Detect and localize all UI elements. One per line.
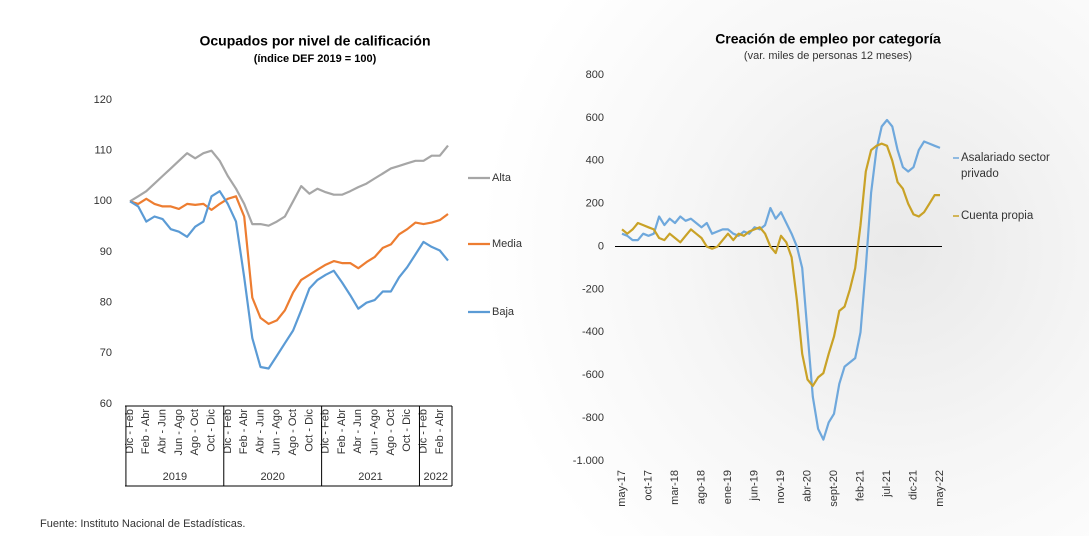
x-tick-label: Abr - Jun <box>254 409 266 454</box>
y-tick-label: 200 <box>586 198 604 210</box>
y-tick-label: -200 <box>582 283 604 295</box>
x-tick-label: Oct - Dic <box>205 409 217 452</box>
group-label: 2022 <box>423 471 447 483</box>
x-tick-label: Jun - Ago <box>271 409 283 455</box>
y-tick-label: 400 <box>586 155 604 167</box>
y-tick-label: 600 <box>586 112 604 124</box>
x-tick-label: Abr - Jun <box>352 409 364 454</box>
x-tick-label: Oct - Dic <box>401 409 413 452</box>
y-tick-label: -1.000 <box>573 455 604 467</box>
x-tick-label: oct-17 <box>642 470 654 501</box>
y-tick-label: 800 <box>586 69 604 81</box>
y-tick-label: -800 <box>582 412 604 424</box>
x-tick-label: Dic - Feb <box>222 409 234 454</box>
x-tick-label: ene-19 <box>722 470 734 504</box>
x-tick-label: Ago - Oct <box>189 409 201 455</box>
x-tick-label: Dic - Feb <box>320 409 332 454</box>
legend-label: Baja <box>492 306 515 318</box>
series-line <box>129 144 449 227</box>
y-tick-label: 60 <box>100 398 112 410</box>
legend-label: Cuenta propia <box>961 210 1034 222</box>
x-tick-label: may-22 <box>934 470 946 507</box>
y-tick-label: 100 <box>94 195 112 207</box>
x-tick-label: Dic - Feb <box>124 409 136 454</box>
legend-label: Media <box>492 238 523 250</box>
x-tick-label: nov-19 <box>775 470 787 504</box>
y-tick-label: -600 <box>582 369 604 381</box>
y-tick-label: 70 <box>100 347 112 359</box>
x-tick-label: feb-21 <box>854 470 866 501</box>
x-tick-label: dic-21 <box>907 470 919 500</box>
chart-subtitle: (índice DEF 2019 = 100) <box>254 53 377 65</box>
group-label: 2021 <box>358 471 382 483</box>
x-tick-label: jul-21 <box>881 470 893 498</box>
y-tick-label: 120 <box>94 94 112 106</box>
x-tick-label: Feb - Abr <box>238 409 250 455</box>
x-tick-label: Feb - Abr <box>336 409 348 455</box>
chart-subtitle: (var. miles de personas 12 meses) <box>744 50 912 62</box>
x-tick-label: Feb - Abr <box>140 409 152 455</box>
group-label: 2019 <box>163 471 187 483</box>
footer: Fuente: Instituto Nacional de Estadístic… <box>40 518 246 530</box>
legend-label: Alta <box>492 172 512 184</box>
x-tick-label: Abr - Jun <box>157 409 169 454</box>
legend-label: Asalariado sector privado <box>961 152 1050 180</box>
x-tick-label: Dic - Feb <box>417 409 429 454</box>
series-line <box>129 190 449 370</box>
y-tick-label: 80 <box>100 297 112 309</box>
series-line <box>621 118 941 441</box>
y-tick-label: 110 <box>94 145 112 157</box>
x-tick-label: jun-19 <box>748 470 760 502</box>
series-line <box>129 195 449 325</box>
x-tick-label: Ago - Oct <box>287 409 299 455</box>
x-tick-label: ago-18 <box>695 470 707 504</box>
x-tick-label: abr-20 <box>801 470 813 502</box>
y-tick-label: 0 <box>598 240 604 252</box>
x-tick-label: may-17 <box>616 470 628 507</box>
group-label: 2020 <box>260 471 284 483</box>
x-tick-label: sept-20 <box>828 470 840 507</box>
x-tick-label: Ago - Oct <box>385 409 397 455</box>
chart-title: Ocupados por nivel de calificación <box>199 33 430 49</box>
x-tick-label: Jun - Ago <box>173 409 185 455</box>
y-tick-label: 90 <box>100 246 112 258</box>
x-tick-label: mar-18 <box>669 470 681 505</box>
x-tick-label: Feb - Abr <box>434 409 446 455</box>
chart-title: Creación de empleo por categoría <box>715 31 941 47</box>
y-tick-label: -400 <box>582 326 604 338</box>
series-line <box>621 142 940 387</box>
x-tick-label: Oct - Dic <box>303 409 315 452</box>
x-tick-label: Jun - Ago <box>369 409 381 455</box>
